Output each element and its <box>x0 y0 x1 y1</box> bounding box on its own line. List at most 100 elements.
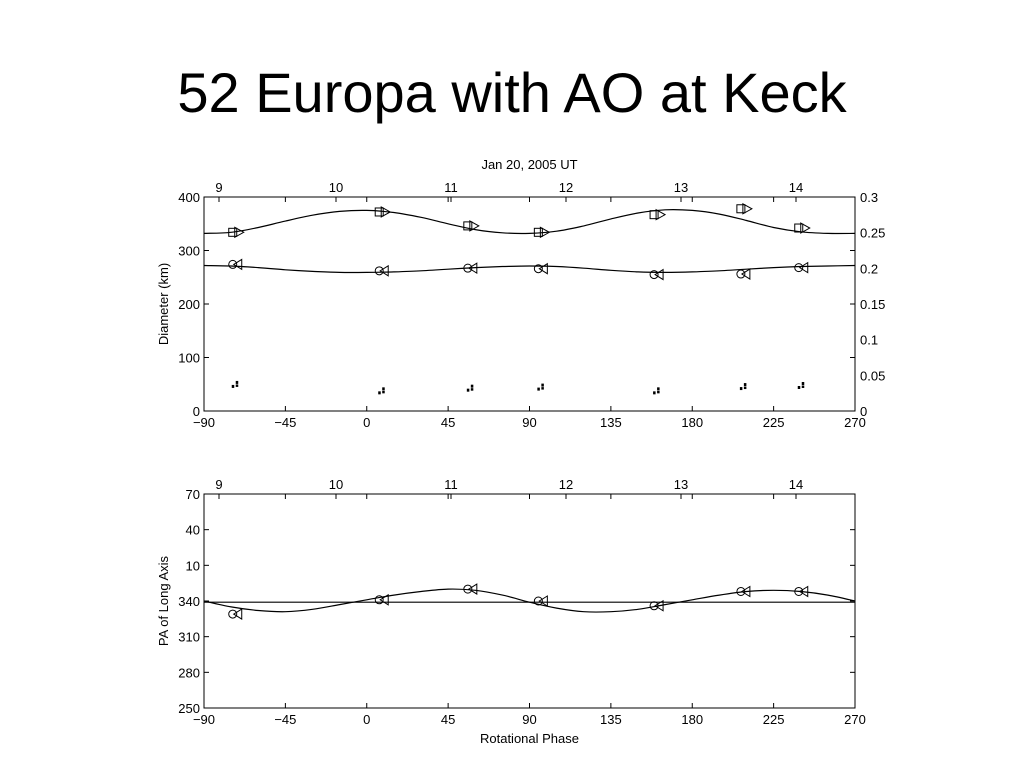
panel2-data-point <box>649 599 664 612</box>
dot-marker <box>541 387 544 390</box>
circle-marker <box>649 270 659 280</box>
panel2-data-point <box>533 595 548 607</box>
panel2-x-axis-label: Rotational Phase <box>480 731 579 746</box>
panel1-x-tick-label: 270 <box>844 415 866 430</box>
triangle-marker <box>539 226 551 239</box>
panel1-y2-tick-label: 0.2 <box>860 261 878 276</box>
panel2-top-tick-label: 12 <box>559 477 573 492</box>
square-marker <box>794 223 804 233</box>
panel1-data-point <box>649 208 667 221</box>
circle-marker <box>228 609 238 619</box>
triangle-marker <box>654 599 664 612</box>
panel2-x-tick-label: 225 <box>763 712 785 727</box>
panel2-y-tick-label: 70 <box>186 487 200 502</box>
panel1-series-line-0 <box>203 209 856 235</box>
slide-title: 52 Europa with AO at Keck <box>177 61 847 124</box>
panel1-y-tick-label: 0 <box>193 404 200 419</box>
dot-marker <box>235 384 239 387</box>
panel1-x-tick-label: −45 <box>274 415 296 430</box>
panel1-y2-tick-label: 0.15 <box>860 297 885 312</box>
dot-marker <box>382 387 385 391</box>
panel1-top-tick-label: 9 <box>215 180 222 195</box>
triangle-marker <box>380 206 392 218</box>
panel2-y-tick-label: 340 <box>178 594 200 609</box>
panel1-data-point <box>533 226 551 239</box>
dot-marker <box>739 387 743 391</box>
panel1-top-tick-label: 13 <box>674 180 688 195</box>
panel1-x-tick-label: 90 <box>522 415 536 430</box>
panel1-top-tick-label: 12 <box>559 180 573 195</box>
panel1-y-tick-label: 200 <box>178 297 200 312</box>
dot-marker <box>537 387 540 391</box>
panel1-data-point <box>374 264 389 277</box>
panel2-x-tick-label: −45 <box>274 712 296 727</box>
circle-marker <box>374 266 384 276</box>
triangle-marker <box>232 608 243 620</box>
panel1-data-point <box>736 202 753 215</box>
circle-marker <box>794 263 804 273</box>
panel1-chart-title: Jan 20, 2005 UT <box>481 157 577 172</box>
panel1-data-point <box>228 258 243 271</box>
panel2-data-point <box>374 593 389 606</box>
panel2-top-tick-label: 9 <box>215 477 222 492</box>
triangle-marker <box>740 268 751 280</box>
square-marker <box>374 207 384 217</box>
dot-marker <box>797 385 801 389</box>
panel1-data-point <box>736 268 751 280</box>
panel2-top-tick-label: 10 <box>329 477 343 492</box>
dot-marker <box>470 388 474 391</box>
panel1-data-point <box>649 268 664 281</box>
dot-marker <box>378 391 381 395</box>
panel1-y2-tick-label: 0.25 <box>860 226 885 241</box>
circle-marker <box>794 586 804 596</box>
panel1-top-tick-label: 14 <box>789 180 803 195</box>
panel1-x-tick-label: 225 <box>763 415 785 430</box>
panel1-series-line-1 <box>203 264 856 274</box>
triangle-marker <box>538 262 548 275</box>
triangle-marker <box>800 222 811 234</box>
panel1-y-tick-label: 100 <box>178 351 200 366</box>
panel1-y-axis-label: Diameter (km) <box>156 263 171 345</box>
panel1-y2-tick-label: 0.3 <box>860 190 878 205</box>
panel2-x-tick-label: 90 <box>522 712 536 727</box>
circle-marker <box>533 596 543 606</box>
panel1-x-tick-label: 135 <box>600 415 622 430</box>
panel1-data-point <box>794 222 811 234</box>
panel2-x-tick-label: 0 <box>363 712 370 727</box>
panel2-y-tick-label: 250 <box>178 701 200 716</box>
triangle-marker <box>654 268 664 281</box>
circle-marker <box>736 586 746 596</box>
panel1-data-point <box>537 383 544 391</box>
dot-marker <box>231 384 235 388</box>
panel1-data-point <box>228 226 245 239</box>
panel1-data-point <box>463 220 480 232</box>
panel1-data-point <box>466 384 474 392</box>
square-marker <box>463 221 473 231</box>
panel1-y-tick-label: 300 <box>178 244 200 259</box>
panel2-x-tick-label: −90 <box>193 712 215 727</box>
circle-marker <box>463 263 473 273</box>
dot-marker <box>801 385 805 388</box>
panel1-data-point <box>797 381 805 389</box>
square-marker <box>228 227 238 237</box>
panel1-top-tick-label: 11 <box>444 180 458 195</box>
triangle-marker <box>798 261 809 274</box>
dot-marker <box>470 384 474 388</box>
triangle-marker <box>232 258 243 271</box>
panel2-series-line-0 <box>203 588 856 613</box>
panel1-data-point <box>794 261 809 274</box>
square-marker <box>736 204 746 214</box>
panel2-data-point <box>736 585 751 598</box>
triangle-marker <box>379 593 389 606</box>
circle-marker <box>228 259 238 269</box>
triangle-marker <box>798 585 809 598</box>
triangle-marker <box>742 202 753 215</box>
panel2-x-tick-label: 135 <box>600 712 622 727</box>
panel2-x-tick-label: 45 <box>441 712 455 727</box>
dot-marker <box>801 381 805 385</box>
triangle-marker <box>467 583 478 596</box>
panel1-y2-tick-label: 0.1 <box>860 333 878 348</box>
panel2-y-tick-label: 280 <box>178 665 200 680</box>
circle-marker <box>374 595 384 605</box>
dot-marker <box>657 387 660 391</box>
